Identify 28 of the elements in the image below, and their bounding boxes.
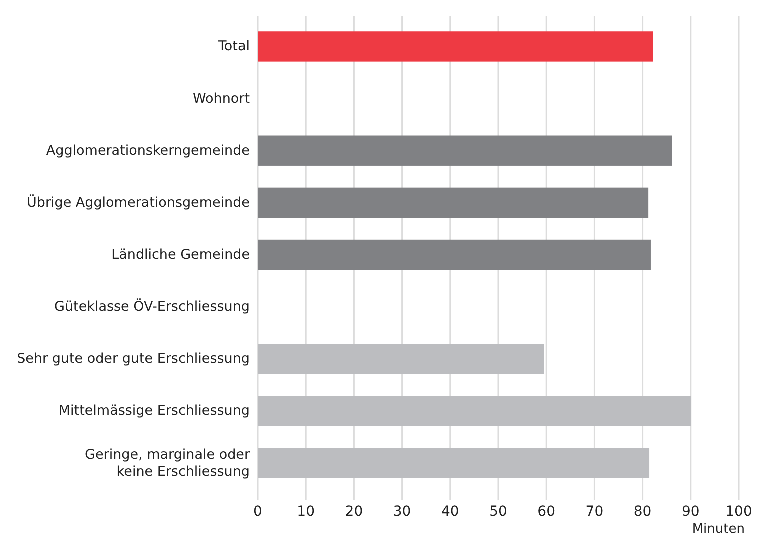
x-tick-label: 10: [297, 504, 316, 520]
bar: [258, 448, 650, 478]
y-tick-label: Sehr gute oder gute Erschliessung: [17, 350, 250, 367]
x-tick-label: 50: [490, 504, 508, 520]
y-tick-label: Ländliche Gemeinde: [112, 246, 250, 263]
y-tick-label: Übrige Agglomerationsgemeinde: [27, 194, 250, 211]
x-tick-label: 90: [682, 504, 700, 520]
bar: [258, 188, 649, 218]
y-tick-label: Güteklasse ÖV-Erschliessung: [54, 298, 250, 315]
x-tick-label: 30: [393, 504, 412, 520]
y-tick-label: Agglomerationskerngemeinde: [46, 142, 250, 159]
bar: [258, 396, 692, 426]
x-tick-label: 60: [538, 504, 556, 520]
bar: [258, 240, 651, 270]
y-tick-label: Mittelmässige Erschliessung: [58, 402, 250, 419]
y-tick-label: Geringe, marginale oder keine Erschliessung: [85, 446, 250, 480]
bar: [258, 32, 654, 62]
y-tick-label: Wohnort: [192, 90, 250, 106]
x-tick-label: 100: [726, 504, 752, 520]
bar: [258, 344, 544, 374]
bar: [258, 136, 672, 166]
x-tick-label: 0: [254, 504, 262, 520]
x-tick-label: 80: [634, 504, 652, 520]
x-tick-label: 20: [345, 504, 364, 520]
x-axis-title: Minuten: [692, 522, 745, 537]
x-tick-label: 70: [586, 504, 604, 520]
y-tick-label: Total: [217, 38, 250, 54]
x-tick-label: 40: [441, 504, 460, 520]
